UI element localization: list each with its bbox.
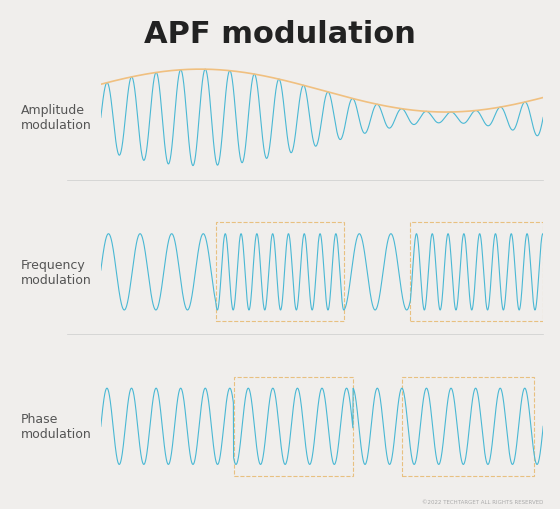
Text: ©2022 TECHTARGET ALL RIGHTS RESERVED: ©2022 TECHTARGET ALL RIGHTS RESERVED (422, 499, 543, 504)
Text: Frequency
modulation: Frequency modulation (21, 259, 92, 286)
Text: APF modulation: APF modulation (144, 20, 416, 49)
Text: Amplitude
modulation: Amplitude modulation (21, 104, 92, 132)
Bar (410, 223, 543, 322)
Bar (216, 223, 344, 322)
Bar (234, 377, 353, 476)
Bar (402, 377, 534, 476)
Text: Phase
modulation: Phase modulation (21, 412, 92, 440)
